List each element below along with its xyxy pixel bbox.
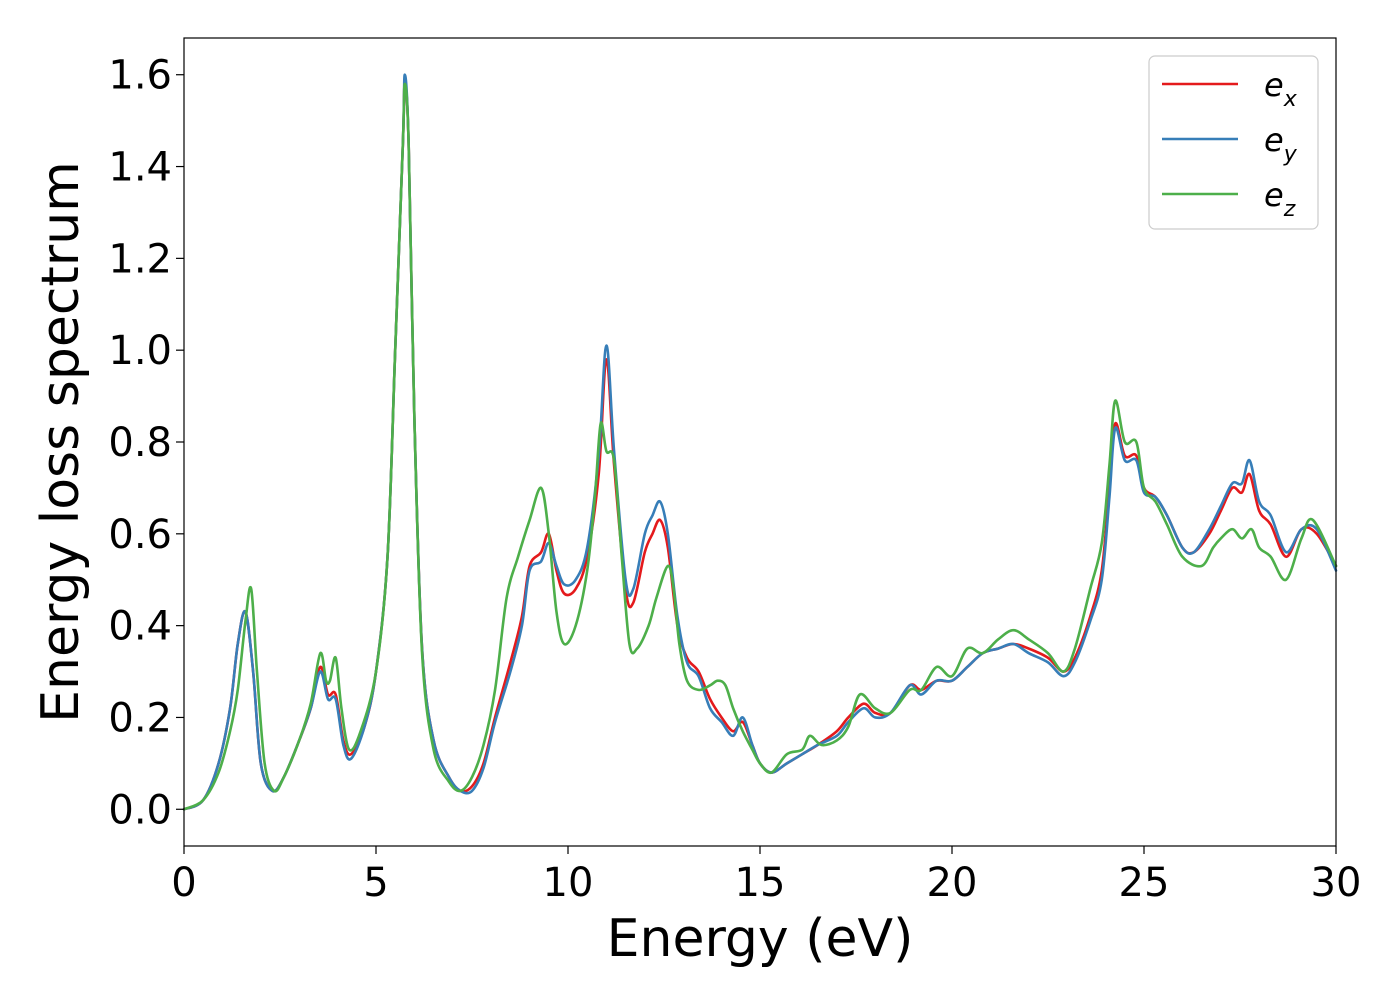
y-tick-label: 0.6 <box>108 512 172 558</box>
x-tick-label: 30 <box>1311 860 1362 906</box>
y-tick-label: 1.2 <box>108 236 172 282</box>
y-tick-label: 0.0 <box>108 787 172 833</box>
x-tick-label: 20 <box>927 860 978 906</box>
y-tick-label: 0.2 <box>108 695 172 741</box>
x-axis: 0 5 10 15 20 25 30 <box>171 846 1361 906</box>
x-tick-label: 25 <box>1119 860 1170 906</box>
series-layer <box>182 73 1338 811</box>
y-tick-label: 1.6 <box>108 53 172 99</box>
x-tick-label: 0 <box>171 860 196 906</box>
y-tick-label: 0.8 <box>108 420 172 466</box>
y-tick-label: 0.4 <box>108 604 172 650</box>
x-axis-title: Energy (eV) <box>607 909 914 969</box>
y-axis-title: Energy loss spectrum <box>31 161 91 723</box>
x-tick-label: 5 <box>363 860 388 906</box>
y-tick-label: 1.0 <box>108 328 172 374</box>
x-tick-label: 10 <box>543 860 594 906</box>
x-tick-label: 15 <box>735 860 786 906</box>
y-tick-label: 1.4 <box>108 145 172 191</box>
y-axis: 0.0 0.2 0.4 0.6 0.8 1.0 1.2 1.4 1.6 <box>108 53 184 833</box>
legend-box <box>1148 55 1319 230</box>
series-line-e-z <box>182 82 1338 811</box>
